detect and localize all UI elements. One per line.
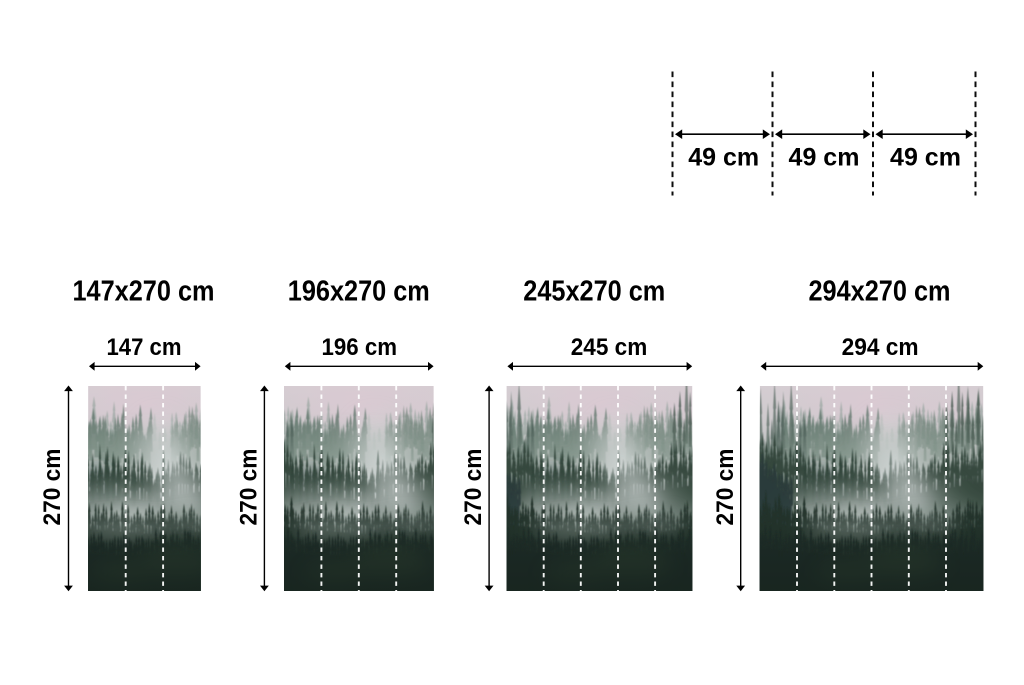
svg-text:294x270 cm: 294x270 cm <box>809 276 951 308</box>
svg-text:49 cm: 49 cm <box>890 144 961 172</box>
svg-text:147x270 cm: 147x270 cm <box>73 276 215 308</box>
svg-text:270 cm: 270 cm <box>460 449 487 526</box>
svg-text:294 cm: 294 cm <box>842 334 919 361</box>
svg-text:49 cm: 49 cm <box>688 144 759 172</box>
svg-text:196x270 cm: 196x270 cm <box>288 276 430 308</box>
svg-text:245 cm: 245 cm <box>571 334 648 361</box>
svg-text:270 cm: 270 cm <box>236 449 263 526</box>
svg-text:270 cm: 270 cm <box>712 449 739 526</box>
svg-text:196 cm: 196 cm <box>322 334 398 361</box>
svg-text:147 cm: 147 cm <box>107 334 182 361</box>
svg-text:270 cm: 270 cm <box>39 449 66 526</box>
svg-text:245x270 cm: 245x270 cm <box>523 276 665 308</box>
svg-text:49 cm: 49 cm <box>789 144 860 172</box>
